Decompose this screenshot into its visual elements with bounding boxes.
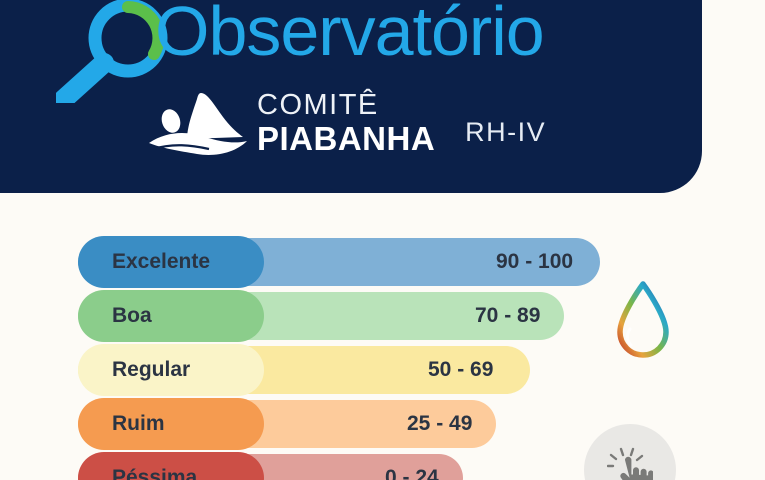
magnifier-icon: [56, 0, 168, 103]
rating-range: 25 - 49: [407, 412, 473, 435]
rating-range: 70 - 89: [475, 304, 541, 327]
rating-pill: Ruim: [78, 398, 264, 450]
rating-pill: Excelente: [78, 236, 264, 288]
comite-piabanha-text: COMITÊ PIABANHA: [257, 89, 436, 157]
piabanha-label: PIABANHA: [257, 120, 436, 157]
click-action-button[interactable]: [584, 424, 676, 480]
rating-range: 90 - 100: [496, 250, 574, 273]
header-panel: Observatório COMITÊ PIABANHA RH-IV: [0, 0, 702, 193]
rating-pill: Boa: [78, 290, 264, 342]
comite-label: COMITÊ: [257, 89, 379, 121]
rating-label: Regular: [112, 358, 191, 381]
rating-label: Excelente: [112, 250, 211, 273]
rating-pill: Regular: [78, 344, 264, 396]
rating-label: Boa: [112, 304, 152, 327]
rating-label: Ruim: [112, 412, 165, 435]
comite-piabanha-lockup: COMITÊ PIABANHA RH-IV: [143, 89, 547, 157]
page-title: Observatório: [155, 0, 545, 70]
water-droplet-icon: [617, 281, 669, 358]
rating-pill: Péssima: [78, 452, 264, 480]
mountain-river-icon: [149, 93, 247, 155]
pointing-hand-click-icon: [607, 447, 653, 480]
rating-range: 0 - 24: [385, 466, 439, 480]
rating-range: 50 - 69: [428, 358, 494, 381]
rating-label: Péssima: [112, 466, 198, 480]
rh-iv-label: RH-IV: [465, 117, 547, 147]
